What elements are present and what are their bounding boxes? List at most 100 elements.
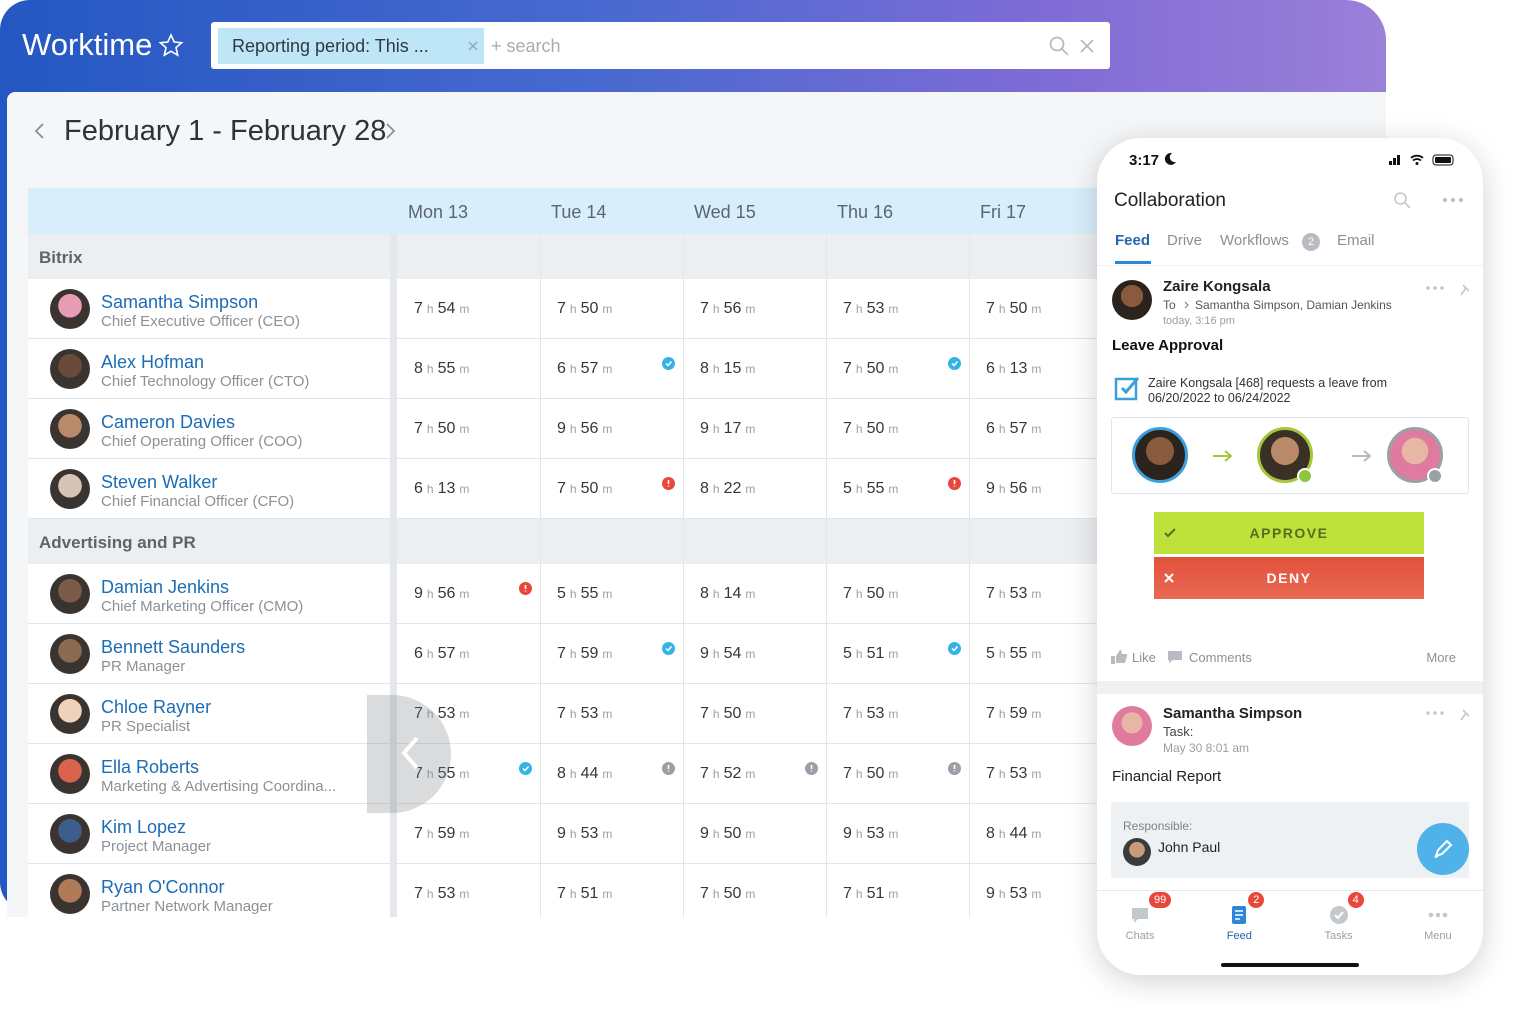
time-cell[interactable]: 7 h 53 m — [557, 705, 616, 723]
time-cell[interactable]: 7 h 59 m — [557, 645, 616, 663]
employee-name[interactable]: Kim Lopez — [101, 817, 187, 837]
time-cell[interactable]: 7 h 50 m — [557, 300, 616, 318]
time-cell[interactable]: 9 h 56 m — [414, 585, 473, 603]
employee-name[interactable]: Samantha Simpson — [101, 292, 259, 312]
scroll-left-arrow[interactable] — [399, 735, 423, 771]
time-cell[interactable]: 8 h 15 m — [700, 360, 759, 378]
time-cell[interactable]: 5 h 55 m — [557, 585, 616, 603]
time-cell[interactable]: 7 h 50 m — [414, 420, 473, 438]
mobile-search[interactable] — [1393, 191, 1411, 209]
time-cell[interactable]: 7 h 53 m — [843, 300, 902, 318]
time-cell[interactable]: 6 h 57 m — [414, 645, 473, 663]
time-cell[interactable]: 9 h 56 m — [986, 480, 1045, 498]
time-cell[interactable]: 9 h 54 m — [700, 645, 759, 663]
time-cell[interactable]: 7 h 53 m — [843, 705, 902, 723]
employee-name[interactable]: Damian Jenkins — [101, 577, 230, 597]
post-menu[interactable] — [1425, 283, 1475, 297]
clear-icon[interactable] — [1079, 38, 1095, 54]
time-cell[interactable]: 6 h 57 m — [986, 420, 1045, 438]
time-cell[interactable]: 9 h 50 m — [700, 825, 759, 843]
status-icon[interactable] — [948, 357, 961, 370]
post-author[interactable]: Samantha Simpson — [1163, 705, 1303, 722]
nav-label[interactable]: Feed — [1226, 930, 1252, 942]
time-cell[interactable]: 7 h 52 m — [700, 765, 759, 783]
like-action[interactable]: Like — [1132, 650, 1156, 665]
employee-name[interactable]: Alex Hofman — [101, 352, 205, 372]
time-cell[interactable]: 7 h 53 m — [986, 765, 1045, 783]
status-icon[interactable] — [662, 357, 675, 370]
time-cell[interactable]: 7 h 51 m — [843, 885, 902, 903]
nav-icon[interactable] — [1427, 904, 1449, 926]
next-period[interactable] — [383, 122, 397, 140]
time-cell[interactable]: 7 h 50 m — [700, 885, 759, 903]
time-cell[interactable]: 8 h 55 m — [414, 360, 473, 378]
time-cell[interactable]: 7 h 50 m — [986, 300, 1045, 318]
time-cell[interactable]: 7 h 53 m — [986, 585, 1045, 603]
employee-name[interactable]: Ryan O'Connor — [101, 877, 225, 897]
time-cell[interactable]: 6 h 13 m — [414, 480, 473, 498]
tab[interactable]: Workflows — [1220, 232, 1289, 249]
time-cell[interactable]: 9 h 53 m — [986, 885, 1045, 903]
like-icon[interactable] — [1110, 649, 1128, 665]
employee-name[interactable]: Cameron Davies — [101, 412, 236, 432]
time-cell[interactable]: 7 h 55 m — [414, 765, 473, 783]
post-author[interactable]: Zaire Kongsala — [1163, 278, 1271, 295]
status-icon[interactable] — [805, 762, 818, 775]
employee-name[interactable]: Bennett Saunders — [101, 637, 246, 657]
deny-button[interactable] — [1154, 557, 1424, 599]
time-cell[interactable]: 9 h 17 m — [700, 420, 759, 438]
status-icon[interactable] — [519, 582, 532, 595]
search-placeholder[interactable]: + search — [491, 36, 561, 56]
nav-icon[interactable] — [1328, 904, 1350, 926]
nav-label[interactable]: Tasks — [1324, 930, 1353, 942]
filter-chip[interactable] — [218, 28, 484, 64]
post-menu[interactable] — [1425, 708, 1475, 722]
nav-label[interactable]: Menu — [1424, 930, 1452, 942]
time-cell[interactable]: 9 h 56 m — [557, 420, 616, 438]
time-cell[interactable]: 7 h 54 m — [414, 300, 473, 318]
approve-label[interactable]: APPROVE — [1249, 525, 1329, 541]
mobile-more[interactable] — [1442, 196, 1464, 204]
time-cell[interactable]: 9 h 53 m — [557, 825, 616, 843]
employee-name[interactable]: Steven Walker — [101, 472, 218, 492]
time-cell[interactable]: 7 h 59 m — [986, 705, 1045, 723]
nav-icon[interactable] — [1228, 904, 1250, 926]
status-icon[interactable] — [662, 762, 675, 775]
time-cell[interactable]: 7 h 51 m — [557, 885, 616, 903]
time-cell[interactable]: 5 h 55 m — [843, 480, 902, 498]
status-icon[interactable] — [519, 762, 532, 775]
status-icon[interactable] — [662, 477, 675, 490]
tab[interactable]: Drive — [1167, 232, 1203, 249]
time-cell[interactable]: 7 h 50 m — [700, 705, 759, 723]
time-cell[interactable]: 5 h 51 m — [843, 645, 902, 663]
time-cell[interactable]: 7 h 59 m — [414, 825, 473, 843]
employee-name[interactable]: Ella Roberts — [101, 757, 200, 777]
chip-remove[interactable] — [467, 40, 479, 52]
time-cell[interactable]: 7 h 53 m — [414, 705, 473, 723]
comments-action[interactable]: Comments — [1189, 650, 1252, 665]
nav-label[interactable]: Chats — [1125, 930, 1155, 942]
tab[interactable]: Email — [1337, 232, 1375, 249]
status-icon[interactable] — [948, 642, 961, 655]
search-icon[interactable] — [1048, 35, 1070, 57]
status-icon[interactable] — [948, 762, 961, 775]
time-cell[interactable]: 8 h 14 m — [700, 585, 759, 603]
time-cell[interactable]: 8 h 44 m — [557, 765, 616, 783]
time-cell[interactable]: 7 h 50 m — [843, 360, 902, 378]
time-cell[interactable]: 7 h 50 m — [843, 765, 902, 783]
more-action[interactable]: More — [1426, 650, 1456, 665]
time-cell[interactable]: 6 h 13 m — [986, 360, 1045, 378]
edit-button[interactable] — [1417, 823, 1469, 875]
time-cell[interactable]: 8 h 22 m — [700, 480, 759, 498]
nav-icon[interactable] — [1129, 904, 1151, 926]
time-cell[interactable]: 7 h 53 m — [414, 885, 473, 903]
time-cell[interactable]: 7 h 50 m — [843, 585, 902, 603]
deny-label[interactable]: DENY — [1266, 570, 1312, 586]
time-cell[interactable]: 7 h 50 m — [557, 480, 616, 498]
time-cell[interactable]: 7 h 56 m — [700, 300, 759, 318]
time-cell[interactable]: 6 h 57 m — [557, 360, 616, 378]
status-icon[interactable] — [662, 642, 675, 655]
employee-name[interactable]: Chloe Rayner — [101, 697, 212, 717]
prev-period[interactable] — [33, 122, 47, 140]
status-icon[interactable] — [948, 477, 961, 490]
